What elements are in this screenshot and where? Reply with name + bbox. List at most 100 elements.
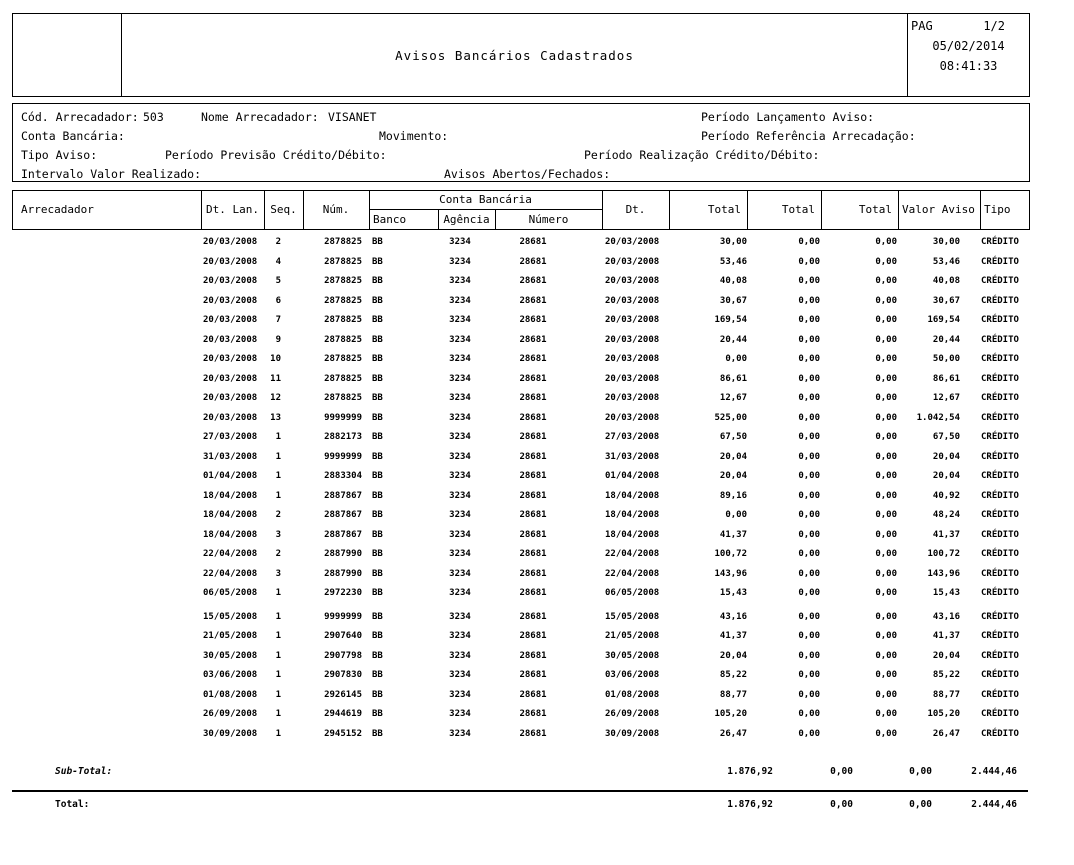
cell-seq: 1 <box>275 588 281 598</box>
col-header-valor-aviso: Valor Aviso <box>902 203 975 216</box>
total-total2: 0,00 <box>830 799 853 810</box>
filter-periodo-previsao-label: Período Previsão Crédito/Débito: <box>165 148 387 162</box>
cell-num: 2972230 <box>324 588 362 598</box>
cell-numero: 28681 <box>519 588 547 598</box>
cell-total2: 0,00 <box>798 611 820 622</box>
cell-dt-lan: 20/03/2008 <box>203 412 258 423</box>
cell-banco: BB <box>372 256 383 267</box>
cell-dt-lan: 18/04/2008 <box>203 490 258 501</box>
cell-agencia: 3234 <box>449 510 471 520</box>
cell-num: 9999999 <box>324 451 362 462</box>
cell-dt-lan: 18/04/2008 <box>203 529 258 540</box>
table-row: 20/03/2008 4 2878825 BB 3234 28681 20/03/2008 5… <box>0 254 1074 274</box>
table-row: 01/04/2008 1 2883304 BB 3234 28681 01/04/2008 2… <box>0 468 1074 488</box>
cell-agencia: 3234 <box>449 728 471 739</box>
cell-total2: 0,00 <box>798 689 820 700</box>
cell-dt-lan: 20/03/2008 <box>203 373 258 384</box>
cell-numero: 28681 <box>519 611 547 622</box>
column-divider <box>303 191 304 229</box>
cell-num: 2887867 <box>324 529 362 540</box>
cell-seq: 3 <box>275 529 281 540</box>
table-row: 20/03/2008 6 2878825 BB 3234 28681 20/03/2008 3… <box>0 293 1074 313</box>
cell-valor-aviso: 143,96 <box>927 568 960 579</box>
cell-tipo: CRÉDITO <box>981 611 1019 622</box>
cell-seq: 2 <box>275 510 281 520</box>
cell-dt: 18/04/2008 <box>605 510 660 520</box>
cell-seq: 10 <box>270 354 281 364</box>
cell-total3: 0,00 <box>875 256 897 267</box>
column-divider <box>821 191 822 229</box>
filter-cod-arrecadador-label: Cód. Arrecadador: <box>21 110 139 124</box>
cell-valor-aviso: 40,92 <box>932 490 960 501</box>
filter-nome-arrecadador-value: VISANET <box>328 110 377 124</box>
cell-total1: 30,00 <box>719 237 747 247</box>
cell-agencia: 3234 <box>449 471 471 481</box>
cell-num: 2878825 <box>324 373 362 384</box>
cell-num: 2878825 <box>324 276 362 286</box>
cell-total3: 0,00 <box>875 393 897 403</box>
filter-periodo-realizacao-label: Período Realização Crédito/Débito: <box>584 148 820 162</box>
cell-dt: 30/09/2008 <box>605 728 660 739</box>
filter-conta-bancaria-label: Conta Bancária: <box>21 129 125 143</box>
cell-dt-lan: 01/04/2008 <box>203 471 258 481</box>
cell-banco: BB <box>372 471 383 481</box>
cell-num: 2887990 <box>324 568 362 579</box>
cell-seq: 7 <box>275 315 281 325</box>
cell-valor-aviso: 15,43 <box>932 588 960 598</box>
cell-total3: 0,00 <box>875 490 897 501</box>
cell-tipo: CRÉDITO <box>981 670 1019 680</box>
filter-panel: Cód. Arrecadador: 503 Nome Arrecadador: … <box>12 103 1030 182</box>
cell-total3: 0,00 <box>875 295 897 306</box>
cell-numero: 28681 <box>519 510 547 520</box>
cell-numero: 28681 <box>519 334 547 345</box>
cell-num: 2944619 <box>324 709 362 719</box>
table-row: 21/05/2008 1 2907640 BB 3234 28681 21/05/2008 4… <box>0 628 1074 648</box>
cell-seq: 1 <box>275 451 281 462</box>
table-row: 22/04/2008 2 2887990 BB 3234 28681 22/04/2008 1… <box>0 546 1074 566</box>
page-title: Avisos Bancários Cadastrados <box>395 47 634 63</box>
cell-tipo: CRÉDITO <box>981 490 1019 501</box>
cell-agencia: 3234 <box>449 611 471 622</box>
cell-num: 9999999 <box>324 611 362 622</box>
cell-total1: 20,04 <box>719 471 747 481</box>
cell-total3: 0,00 <box>875 588 897 598</box>
cell-valor-aviso: 20,04 <box>932 650 960 661</box>
cell-valor-aviso: 50,00 <box>932 354 960 364</box>
cell-tipo: CRÉDITO <box>981 334 1019 345</box>
cell-total3: 0,00 <box>875 529 897 540</box>
cell-total3: 0,00 <box>875 510 897 520</box>
cell-total2: 0,00 <box>798 432 820 442</box>
cell-agencia: 3234 <box>449 373 471 384</box>
cell-tipo: CRÉDITO <box>981 510 1019 520</box>
cell-total2: 0,00 <box>798 315 820 325</box>
cell-banco: BB <box>372 412 383 423</box>
cell-total2: 0,00 <box>798 334 820 345</box>
cell-valor-aviso: 20,04 <box>932 451 960 462</box>
report-date: 05/02/2014 <box>932 39 1005 53</box>
table-row: 20/03/2008 12 2878825 BB 3234 28681 20/03/2008… <box>0 390 1074 410</box>
cell-seq: 1 <box>275 709 281 719</box>
cell-dt-lan: 03/06/2008 <box>203 670 258 680</box>
cell-dt-lan: 20/03/2008 <box>203 237 258 247</box>
cell-total3: 0,00 <box>875 709 897 719</box>
table-body: 20/03/2008 2 2878825 BB 3234 28681 20/03/2008 3… <box>0 234 1074 745</box>
cell-total1: 12,67 <box>719 393 747 403</box>
total-label: Total: <box>55 799 90 810</box>
cell-banco: BB <box>372 393 383 403</box>
cell-dt-lan: 30/05/2008 <box>203 650 258 661</box>
col-header-tipo: Tipo <box>984 203 1011 216</box>
table-row: 01/08/2008 1 2926145 BB 3234 28681 01/08/2008 8… <box>0 687 1074 707</box>
group-divider <box>369 209 602 210</box>
cell-total2: 0,00 <box>798 295 820 306</box>
cell-total3: 0,00 <box>875 670 897 680</box>
cell-agencia: 3234 <box>449 315 471 325</box>
cell-agencia: 3234 <box>449 549 471 559</box>
column-divider <box>747 191 748 229</box>
cell-dt: 22/04/2008 <box>605 568 660 579</box>
cell-total2: 0,00 <box>798 471 820 481</box>
total-total3: 0,00 <box>909 799 932 810</box>
cell-total2: 0,00 <box>798 412 820 423</box>
cell-numero: 28681 <box>519 412 547 423</box>
cell-seq: 1 <box>275 471 281 481</box>
cell-banco: BB <box>372 490 383 501</box>
